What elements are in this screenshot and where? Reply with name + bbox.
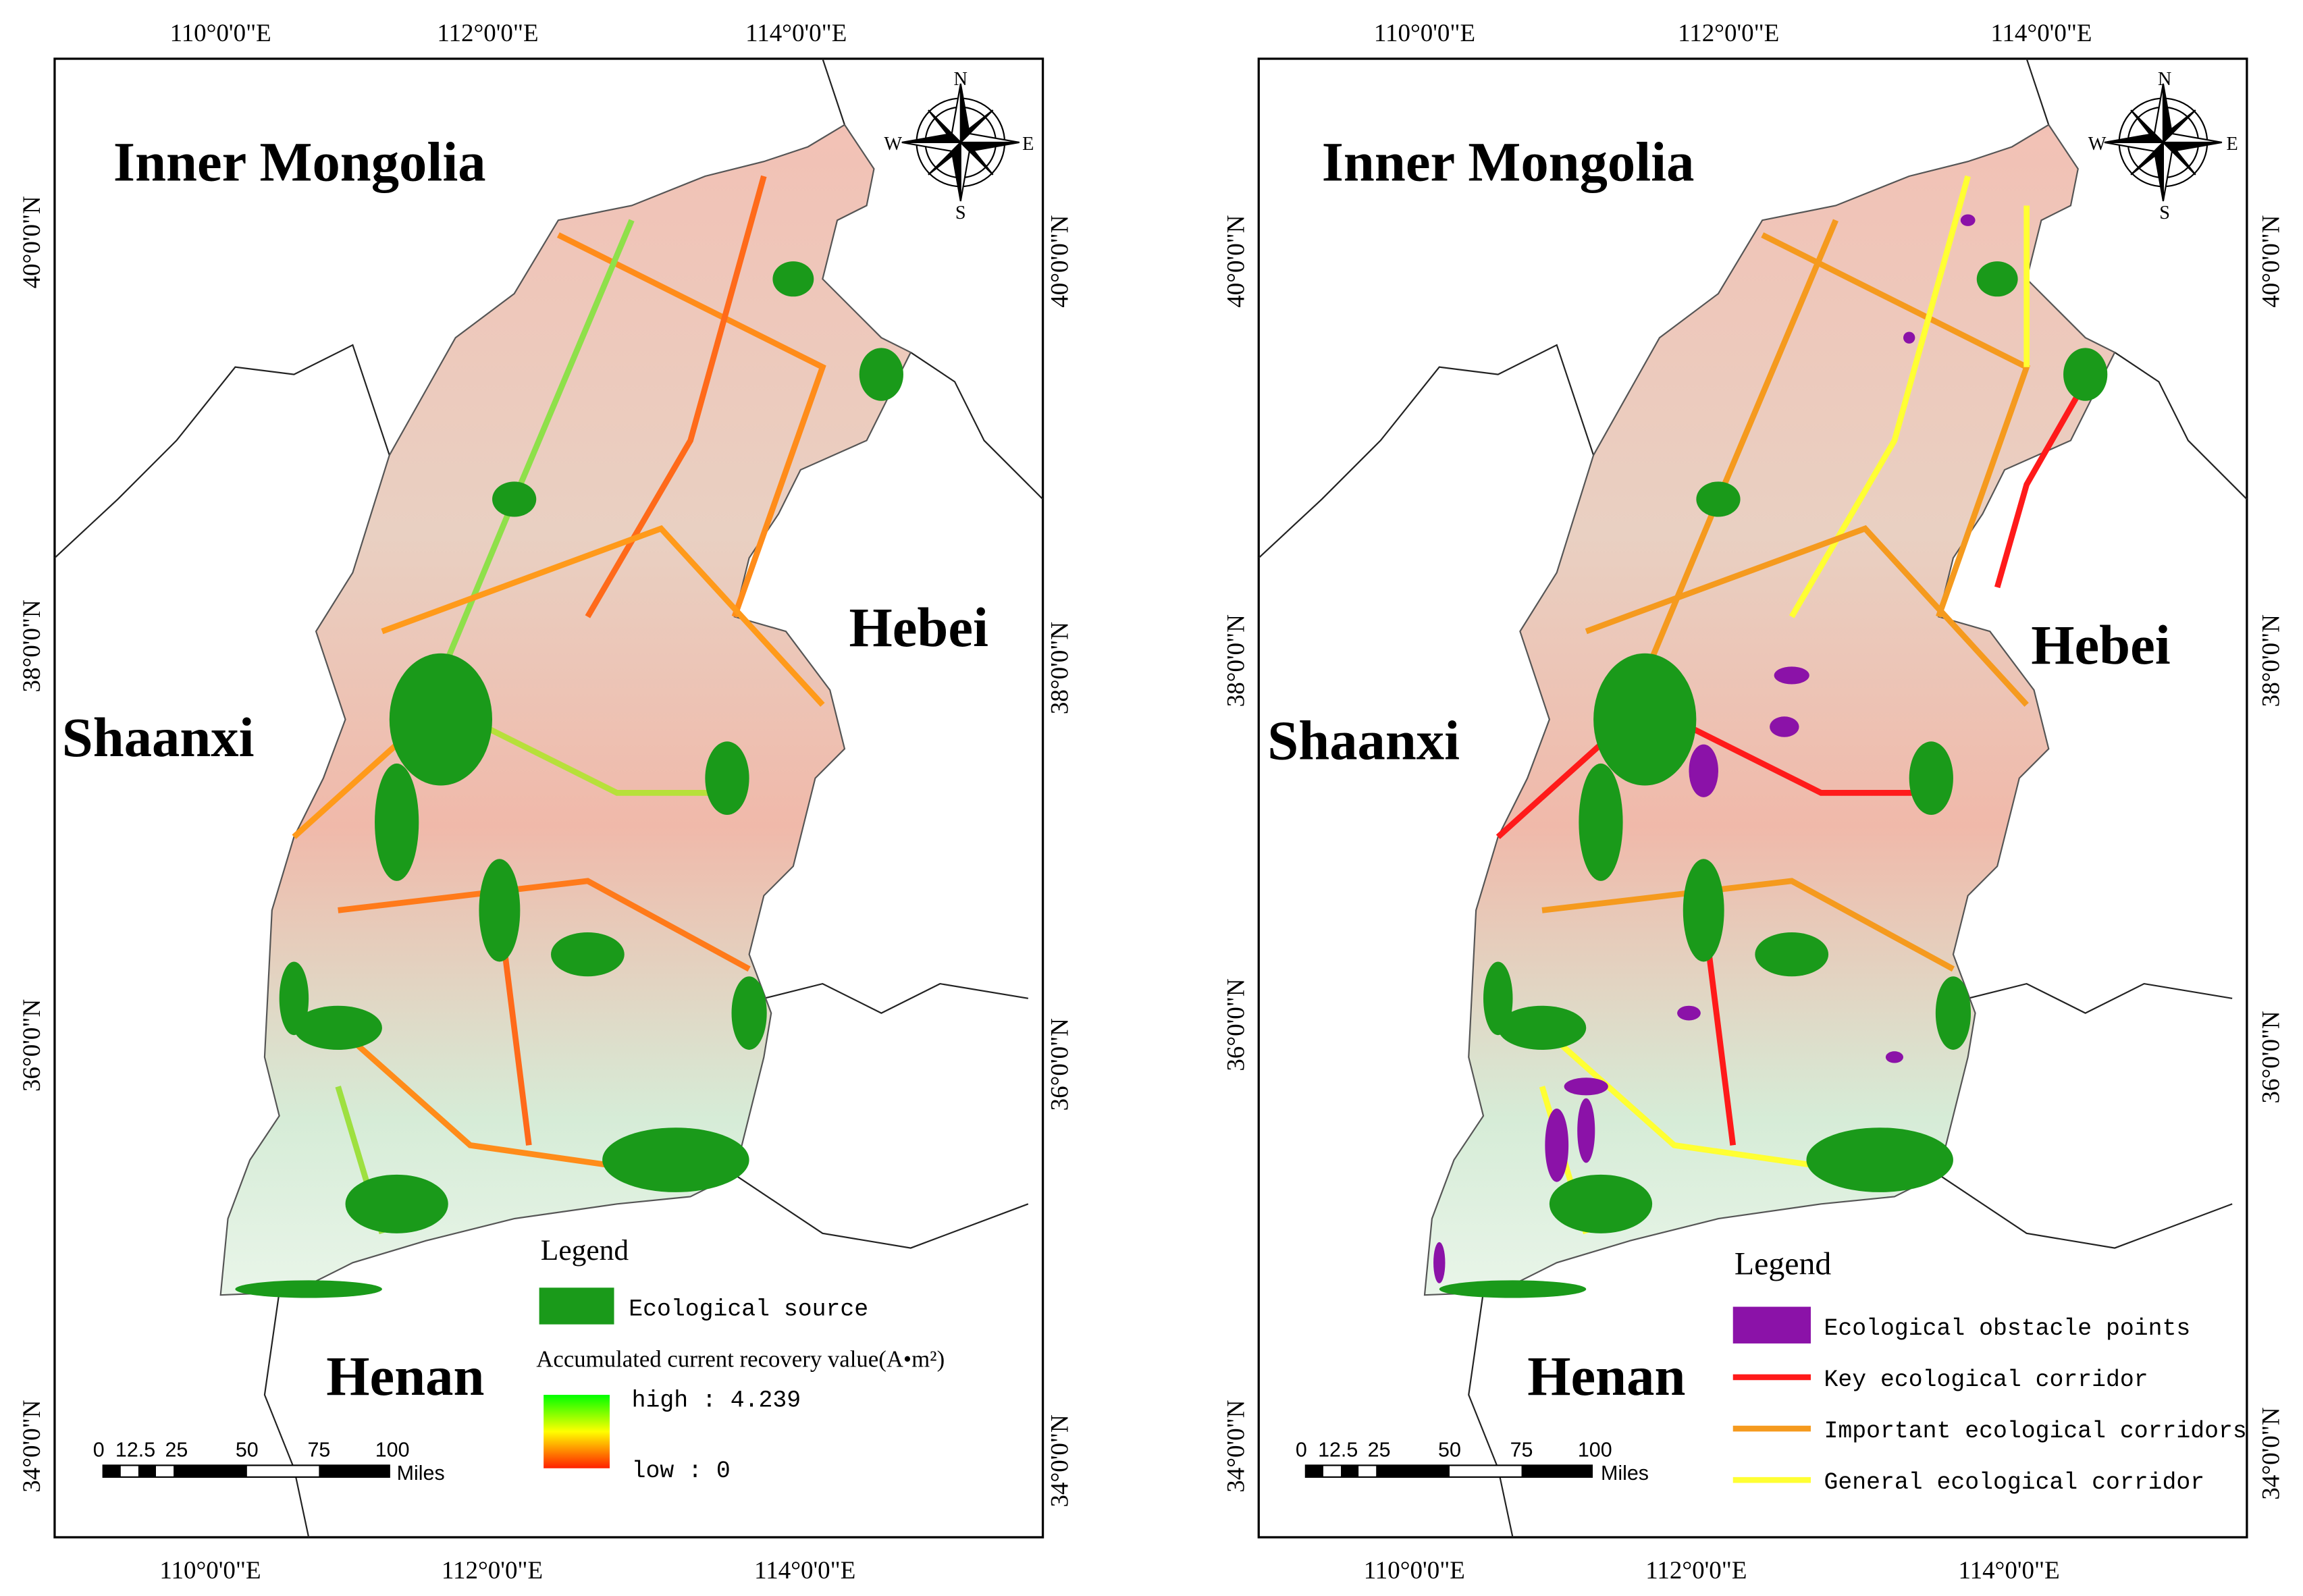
legend-item: Ecological source <box>629 1297 868 1323</box>
scale-bar <box>1304 1464 1593 1478</box>
scale-tick-label: 50 <box>1438 1438 1461 1461</box>
obstacle-points <box>1433 214 1976 1283</box>
compass-label: W <box>2088 134 2107 155</box>
legend-ramp-high: high : 4.239 <box>632 1387 801 1414</box>
region-label: Shaanxi <box>1267 709 1460 771</box>
region-label: Shaanxi <box>62 706 255 768</box>
latitude-label: 38°0'0"N <box>2257 614 2285 707</box>
latitude-label: 34°0'0"N <box>1222 1400 1250 1493</box>
latitude-label: 34°0'0"N <box>2257 1407 2285 1499</box>
scale-tick-label: 25 <box>165 1438 188 1461</box>
latitude-label: 36°0'0"N <box>1222 978 1250 1071</box>
latitude-label: 38°0'0"N <box>1222 614 1250 707</box>
latitude-label: 34°0'0"N <box>1046 1414 1074 1507</box>
legend-ramp-low: low : 0 <box>632 1458 731 1485</box>
compass-label: S <box>2159 203 2170 223</box>
panel-left <box>53 57 1044 1539</box>
longitude-label: 112°0'0"E <box>1645 1556 1747 1584</box>
scale-unit: Miles <box>1601 1462 1649 1485</box>
legend-ramp <box>544 1395 610 1468</box>
scale-tick-label: 12.5 <box>115 1438 155 1461</box>
longitude-label: 110°0'0"E <box>159 1556 261 1584</box>
scale-tick-label: 12.5 <box>1318 1438 1358 1461</box>
latitude-label: 40°0'0"N <box>2257 215 2285 308</box>
legend-title: Legend <box>541 1234 629 1267</box>
latitude-label: 40°0'0"N <box>1046 215 1074 308</box>
longitude-label: 114°0'0"E <box>745 19 847 47</box>
region-label: Hebei <box>2031 614 2171 676</box>
scale-tick-label: 0 <box>93 1438 105 1461</box>
latitude-label: 36°0'0"N <box>2257 1011 2285 1103</box>
region-label: Hebei <box>849 596 988 658</box>
legend-item: General ecological corridor <box>1824 1470 2205 1496</box>
longitude-label: 114°0'0"E <box>1958 1556 2059 1584</box>
latitude-label: 40°0'0"N <box>1222 215 1250 308</box>
scale-tick-label: 75 <box>307 1438 330 1461</box>
latitude-label: 40°0'0"N <box>18 196 45 288</box>
longitude-label: 110°0'0"E <box>1364 1556 1465 1584</box>
scale-tick-label: 75 <box>1510 1438 1533 1461</box>
longitude-label: 112°0'0"E <box>437 19 538 47</box>
scale-tick-label: 100 <box>375 1438 410 1461</box>
latitude-label: 34°0'0"N <box>18 1400 45 1493</box>
latitude-label: 36°0'0"N <box>1046 1018 1074 1111</box>
compass-label: N <box>2158 69 2171 90</box>
legend-item: Key ecological corridor <box>1824 1367 2148 1393</box>
scale-bar <box>102 1464 390 1478</box>
longitude-label: 112°0'0"E <box>442 1556 543 1584</box>
legend-title: Legend <box>1735 1246 1832 1282</box>
longitude-label: 112°0'0"E <box>1678 19 1779 47</box>
longitude-label: 110°0'0"E <box>1374 19 1475 47</box>
scale-tick-label: 25 <box>1368 1438 1391 1461</box>
region-label: Inner Mongolia <box>1322 130 1695 192</box>
latitude-label: 38°0'0"N <box>1046 622 1074 714</box>
latitude-label: 36°0'0"N <box>18 999 45 1092</box>
scale-unit: Miles <box>397 1462 445 1485</box>
scale-tick-label: 0 <box>1296 1438 1307 1461</box>
longitude-label: 110°0'0"E <box>170 19 271 47</box>
compass-label: W <box>884 134 902 155</box>
region-label: Henan <box>326 1345 484 1407</box>
latitude-label: 38°0'0"N <box>18 600 45 692</box>
legend-swatch <box>1732 1306 1811 1344</box>
region-label: Inner Mongolia <box>113 130 486 192</box>
scale-tick-label: 100 <box>1578 1438 1612 1461</box>
legend-ramp-title: Accumulated current recovery value(A•m²) <box>536 1346 945 1373</box>
compass-label: E <box>1022 134 1034 155</box>
compass-label: N <box>954 69 968 90</box>
compass-label: E <box>2227 134 2238 155</box>
legend-item: Ecological obstacle points <box>1824 1316 2191 1342</box>
longitude-label: 114°0'0"E <box>754 1556 855 1584</box>
scale-tick-label: 50 <box>236 1438 259 1461</box>
longitude-label: 114°0'0"E <box>1990 19 2092 47</box>
panel-right <box>1257 57 2248 1539</box>
legend-item: Important ecological corridors <box>1824 1418 2247 1445</box>
compass-label: S <box>955 203 966 223</box>
region-label: Henan <box>1527 1345 1685 1407</box>
legend-swatch <box>539 1287 614 1325</box>
